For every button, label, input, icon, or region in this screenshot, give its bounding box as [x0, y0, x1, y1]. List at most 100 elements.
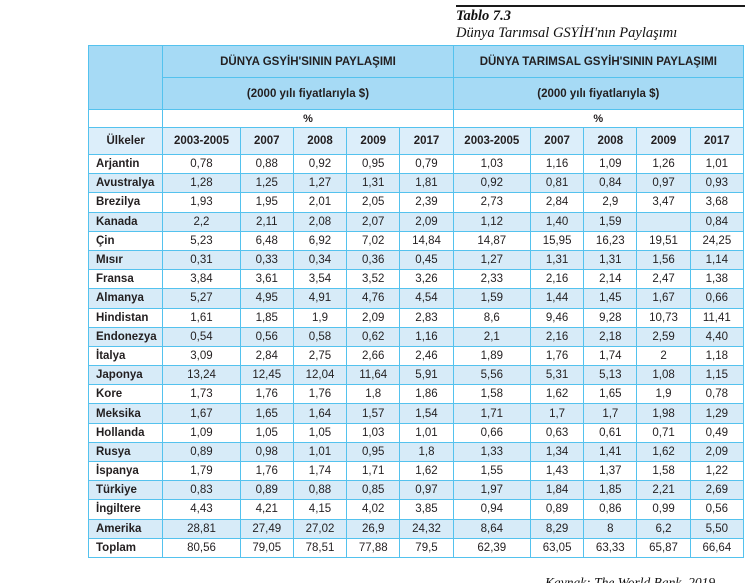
value-cell: 0,31 [162, 249, 241, 271]
value-cell: 0,97 [399, 480, 454, 501]
year-header-group1: 2017 [689, 127, 745, 155]
value-cell: 5,23 [162, 230, 241, 251]
country-cell: Toplam [87, 537, 164, 558]
value-cell: 15,95 [529, 230, 585, 251]
value-cell: 1,15 [689, 365, 745, 386]
value-cell: 14,84 [399, 230, 454, 251]
value-cell: 1,85 [583, 480, 638, 501]
country-cell: İngiltere [87, 499, 164, 520]
value-cell [636, 211, 691, 232]
table-row: Türkiye 0,83 0,89 0,88 0,85 0,97 1,97 1,84 1,85 2… [87, 480, 745, 501]
value-cell: 1,31 [583, 249, 638, 271]
table-caption-title: Dünya Tarımsal GSYİH'nın Paylaşımı [456, 24, 678, 41]
value-cell: 2,39 [399, 192, 454, 213]
value-cell: 0,56 [689, 499, 745, 520]
value-cell: 1,76 [239, 460, 294, 482]
value-cell: 1,84 [529, 480, 585, 501]
value-cell: 0,71 [636, 422, 691, 443]
value-cell: 0,89 [162, 441, 241, 463]
country-cell: Endonezya [87, 326, 164, 347]
country-cell: Kanada [87, 211, 164, 232]
value-cell: 1,86 [399, 384, 454, 405]
value-cell: 0,56 [239, 326, 294, 347]
table-row: Kanada 2,2 2,11 2,08 2,07 2,09 1,12 1,40 1,59 0,8… [87, 211, 745, 232]
value-cell: 2,14 [583, 269, 638, 290]
value-cell: 1,8 [346, 384, 401, 405]
value-cell: 0,79 [399, 153, 454, 175]
table-row: Toplam 80,56 79,05 78,51 77,88 79,5 62,39 63,05… [87, 537, 745, 558]
value-cell: 1,73 [162, 384, 241, 405]
value-cell: 77,88 [346, 537, 401, 558]
value-cell: 2,9 [583, 192, 638, 213]
value-cell: 0,86 [583, 499, 638, 520]
value-cell: 79,5 [399, 537, 454, 558]
year-header-group0: 2003-2005 [162, 127, 241, 155]
value-cell: 2,84 [529, 192, 585, 213]
value-cell: 1,62 [636, 441, 691, 463]
value-cell: 1,29 [689, 403, 745, 424]
value-cell: 5,13 [583, 365, 638, 386]
country-cell: Türkiye [87, 480, 164, 501]
value-cell: 8,6 [452, 307, 531, 328]
value-cell: 0,98 [239, 441, 294, 463]
value-cell: 2,01 [292, 192, 348, 213]
value-cell: 1,9 [636, 384, 691, 405]
table-row: Almanya 5,27 4,95 4,91 4,76 4,54 1,59 1,44 1,45 1… [87, 288, 745, 309]
year-header-row: Ülkeler 2003-2005 2007 2008 2009 2017 2003-20… [87, 127, 745, 155]
country-cell: Brezilya [87, 192, 164, 213]
value-cell: 2,07 [346, 211, 401, 232]
value-cell: 2,09 [689, 441, 745, 463]
value-cell: 2,83 [399, 307, 454, 328]
value-cell: 6,92 [292, 230, 348, 251]
countries-header: Ülkeler [87, 127, 164, 155]
value-cell: 2,09 [346, 307, 401, 328]
value-cell: 1,01 [292, 441, 348, 463]
value-cell: 0,58 [292, 326, 348, 347]
value-cell: 0,88 [239, 153, 294, 175]
value-cell: 26,9 [346, 518, 401, 539]
value-cell: 80,56 [162, 537, 241, 558]
table-row: Meksika 1,67 1,65 1,64 1,57 1,54 1,71 1,7 1,7 1,9… [87, 403, 745, 424]
value-cell: 8 [583, 518, 638, 539]
value-cell: 0,83 [162, 480, 241, 501]
value-cell: 24,25 [689, 230, 745, 251]
value-cell: 0,89 [239, 480, 294, 501]
value-cell: 1,08 [636, 365, 691, 386]
value-cell: 1,85 [239, 307, 294, 328]
value-cell: 4,95 [239, 288, 294, 309]
table-row: Hindistan 1,61 1,85 1,9 2,09 2,83 8,6 9,46 9,28 1… [87, 307, 745, 328]
value-cell: 1,14 [689, 249, 745, 271]
value-cell: 0,99 [636, 499, 691, 520]
percent-label-left: % [162, 109, 454, 128]
value-cell: 0,92 [452, 173, 531, 194]
value-cell: 0,36 [346, 249, 401, 271]
group-title-world-gdp: DÜNYA GSYİH'SININ PAYLAŞIMI [162, 45, 454, 78]
table-row: Avustralya 1,28 1,25 1,27 1,31 1,81 0,92 0,81 0,… [87, 173, 745, 194]
value-cell: 5,91 [399, 365, 454, 386]
value-cell: 63,33 [583, 537, 638, 558]
year-header-group0: 2007 [239, 127, 294, 155]
value-cell: 19,51 [636, 230, 691, 251]
value-cell: 1,76 [239, 384, 294, 405]
value-cell: 6,2 [636, 518, 691, 539]
value-cell: 1,40 [529, 211, 585, 232]
value-cell: 1,45 [583, 288, 638, 309]
value-cell: 3,84 [162, 269, 241, 290]
value-cell: 1,8 [399, 441, 454, 463]
country-cell: Rusya [87, 441, 164, 463]
table-row: İspanya 1,79 1,76 1,74 1,71 1,62 1,55 1,43 1,37 1… [87, 460, 745, 482]
value-cell: 1,09 [162, 422, 241, 443]
value-cell: 1,27 [292, 173, 348, 194]
value-cell: 2,08 [292, 211, 348, 232]
country-cell: Mısır [87, 249, 164, 271]
value-cell: 2,47 [636, 269, 691, 290]
value-cell: 3,85 [399, 499, 454, 520]
value-cell: 78,51 [292, 537, 348, 558]
value-cell: 5,27 [162, 288, 241, 309]
value-cell: 1,71 [452, 403, 531, 424]
value-cell: 1,38 [689, 269, 745, 290]
value-cell: 4,02 [346, 499, 401, 520]
value-cell: 1,62 [529, 384, 585, 405]
value-cell: 1,89 [452, 345, 531, 367]
value-cell: 2,18 [583, 326, 638, 347]
